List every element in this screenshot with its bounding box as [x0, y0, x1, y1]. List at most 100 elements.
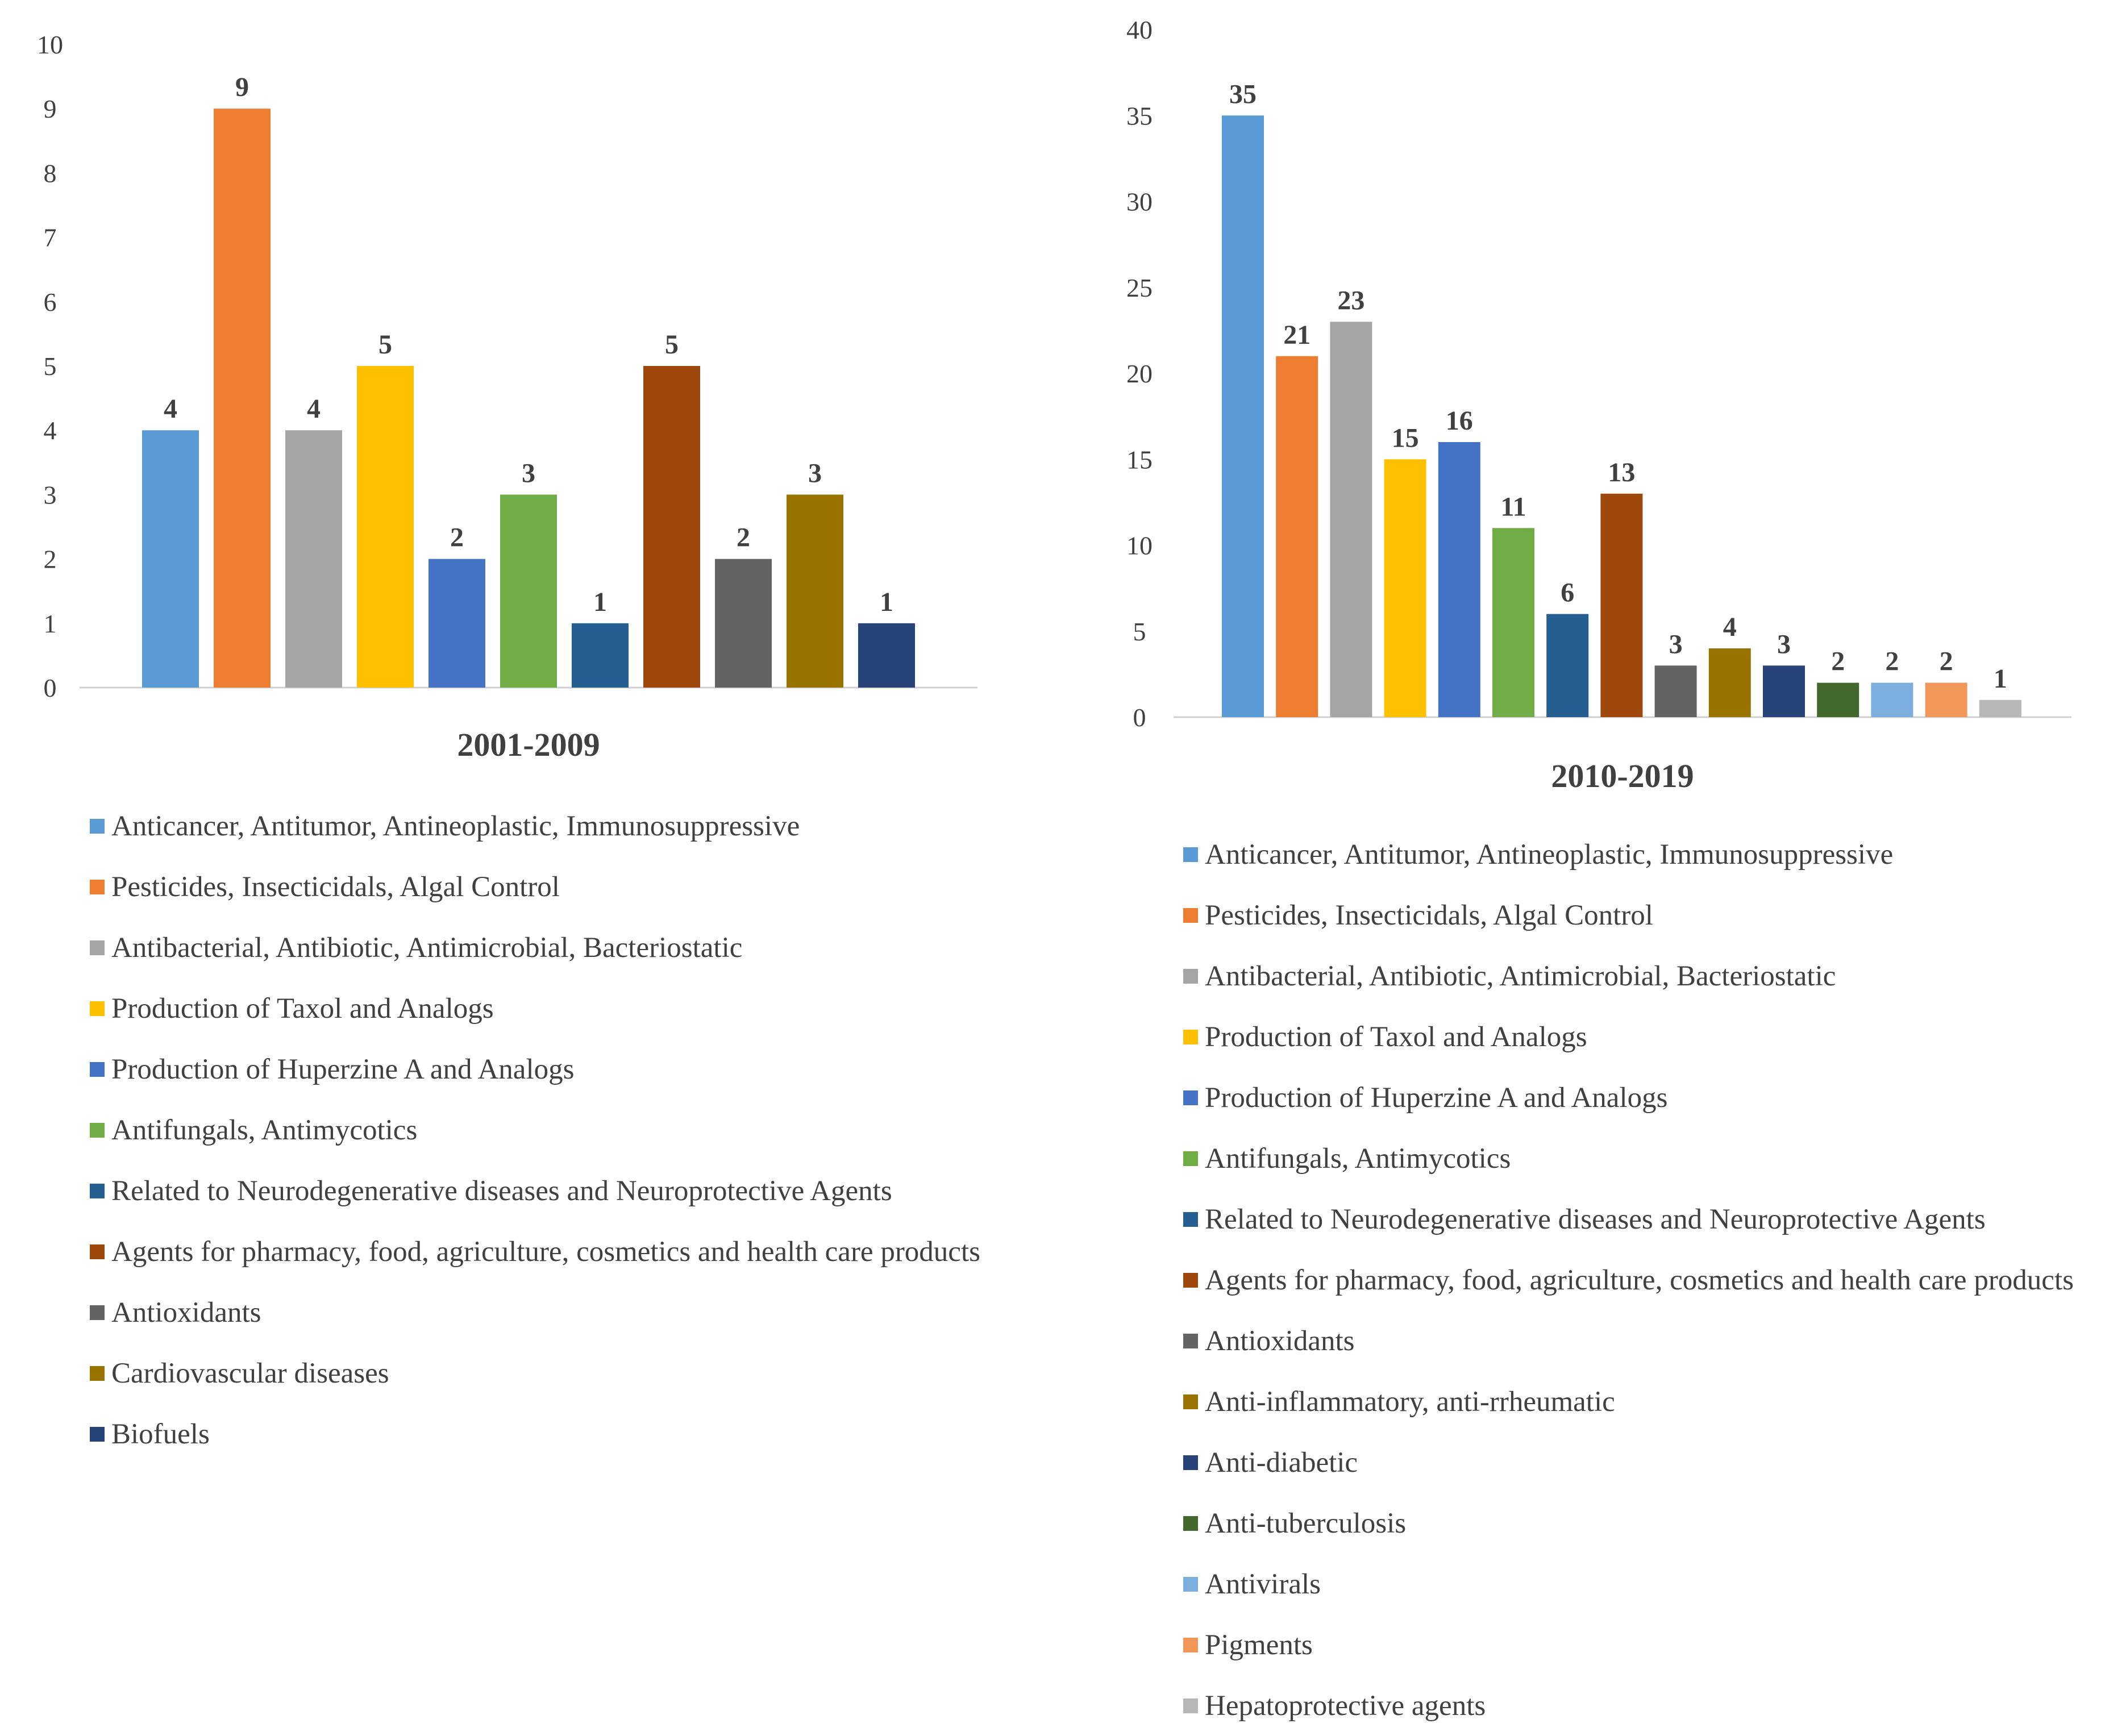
bar-antibacterial-antibiotic-antimicrobial-b	[285, 430, 342, 688]
legend-swatch	[1183, 847, 1198, 862]
legend-item: Production of Taxol and Analogs	[1183, 1006, 2074, 1067]
data-label: 4	[307, 394, 321, 424]
data-label: 3	[1669, 629, 1683, 659]
bar-antifungals-antimycotics	[500, 494, 557, 688]
data-label: 13	[1608, 457, 1635, 488]
data-label: 1	[880, 587, 893, 617]
y-tick-label: 9	[44, 94, 57, 123]
legend-swatch	[90, 1122, 105, 1138]
bar-production-of-taxol-and-analogs	[357, 366, 414, 688]
legend-item: Production of Taxol and Analogs	[90, 978, 980, 1039]
bar-hepatoprotective-agents	[1979, 700, 2021, 717]
data-label: 4	[164, 394, 177, 424]
bar-pigments	[1925, 682, 1967, 717]
y-tick-label: 0	[1133, 703, 1146, 732]
y-tick-label: 6	[44, 288, 57, 317]
legend-label: Production of Huperzine A and Analogs	[1205, 1081, 1668, 1114]
legend-item: Anti-inflammatory, anti-rrheumatic	[1183, 1371, 2074, 1432]
bar-anti-inflammatory-anti-rrheumatic	[1708, 648, 1751, 717]
y-tick-label: 15	[1126, 445, 1153, 474]
bar-anticancer-antitumor-antineoplastic-immu	[1222, 115, 1264, 717]
data-label: 5	[665, 330, 679, 360]
legend-item: Anti-diabetic	[1183, 1432, 2074, 1493]
legend-label: Production of Huperzine A and Analogs	[111, 1053, 575, 1085]
legend-label: Antifungals, Antimycotics	[1205, 1142, 1511, 1175]
legend-label: Related to Neurodegenerative diseases an…	[1205, 1203, 1986, 1235]
legend-swatch	[1183, 1090, 1198, 1105]
y-tick-label: 2	[44, 545, 57, 574]
legend-item: Hepatoprotective agents	[1183, 1675, 2074, 1736]
legend-label: Antioxidants	[111, 1296, 261, 1329]
y-tick-label: 0	[44, 673, 57, 702]
y-tick-label: 8	[44, 159, 57, 188]
legend-swatch	[90, 1366, 105, 1381]
legend-label: Anti-diabetic	[1205, 1446, 1358, 1479]
legend-label: Cardiovascular diseases	[111, 1357, 389, 1389]
bar-antioxidants	[1654, 665, 1697, 717]
legend-swatch	[1183, 907, 1198, 923]
bar-pesticides-insecticidals-algal-control	[214, 109, 271, 688]
legend-swatch	[90, 1061, 105, 1077]
data-label: 4	[1723, 612, 1737, 642]
bar-cardiovascular-diseases	[787, 494, 843, 688]
legend-2010-2019: Anticancer, Antitumor, Antineoplastic, I…	[1183, 824, 2074, 1736]
legend-swatch	[1183, 1698, 1198, 1713]
bar-agents-for-pharmacy-food-agriculture-cos	[1600, 493, 1643, 717]
legend-item: Antioxidants	[1183, 1310, 2074, 1371]
legend-swatch	[1183, 1151, 1198, 1166]
legend-swatch	[1183, 1029, 1198, 1044]
legend-label: Pesticides, Insecticidals, Algal Control	[1205, 899, 1653, 931]
legend-label: Biofuels	[111, 1418, 210, 1450]
legend-swatch	[90, 1001, 105, 1016]
data-label: 2	[737, 523, 750, 553]
y-tick-label: 5	[44, 352, 57, 381]
y-tick-label: 30	[1126, 188, 1153, 217]
legend-item: Antibacterial, Antibiotic, Antimicrobial…	[1183, 946, 2074, 1006]
legend-label: Anticancer, Antitumor, Antineoplastic, I…	[111, 810, 800, 842]
legend-swatch	[1183, 1212, 1198, 1227]
bar-antifungals-antimycotics	[1492, 528, 1534, 717]
data-label: 2	[1885, 647, 1899, 677]
legend-label: Hepatoprotective agents	[1205, 1689, 1486, 1722]
data-label: 15	[1392, 423, 1419, 453]
bar-antioxidants	[715, 559, 772, 688]
legend-item: Production of Huperzine A and Analogs	[1183, 1067, 2074, 1128]
legend-swatch	[90, 1244, 105, 1259]
legend-label: Agents for pharmacy, food, agriculture, …	[1205, 1264, 2074, 1296]
legend-swatch	[1183, 968, 1198, 984]
data-label: 11	[1500, 492, 1526, 522]
legend-label: Production of Taxol and Analogs	[111, 992, 494, 1025]
legend-item: Cardiovascular diseases	[90, 1343, 980, 1404]
legend-item: Pesticides, Insecticidals, Algal Control	[90, 856, 980, 917]
bar-production-of-taxol-and-analogs	[1384, 459, 1426, 717]
legend-item: Related to Neurodegenerative diseases an…	[90, 1160, 980, 1221]
legend-item: Biofuels	[90, 1404, 980, 1464]
legend-swatch	[1183, 1455, 1198, 1470]
legend-label: Agents for pharmacy, food, agriculture, …	[111, 1235, 980, 1268]
bar-pesticides-insecticidals-algal-control	[1276, 356, 1318, 717]
legend-label: Antioxidants	[1205, 1325, 1355, 1357]
legend-swatch	[90, 879, 105, 894]
legend-item: Pigments	[1183, 1614, 2074, 1675]
legend-item: Anticancer, Antitumor, Antineoplastic, I…	[90, 796, 980, 856]
bar-related-to-neurodegenerative-diseases-an	[1546, 614, 1589, 717]
legend-item: Anti-tuberculosis	[1183, 1493, 2074, 1554]
y-tick-label: 25	[1126, 273, 1153, 302]
legend-label: Antibacterial, Antibiotic, Antimicrobial…	[1205, 960, 1836, 992]
bar-anti-tuberculosis	[1817, 682, 1859, 717]
legend-swatch	[1183, 1272, 1198, 1288]
legend-swatch	[90, 1426, 105, 1442]
legend-label: Related to Neurodegenerative diseases an…	[111, 1175, 892, 1207]
bar-agents-for-pharmacy-food-agriculture-cos	[643, 366, 700, 688]
legend-item: Agents for pharmacy, food, agriculture, …	[90, 1221, 980, 1282]
bar-antibacterial-antibiotic-antimicrobial-b	[1330, 322, 1372, 717]
data-label: 2	[450, 523, 464, 553]
legend-swatch	[1183, 1394, 1198, 1409]
chart-title: 2010-2019	[1551, 757, 1694, 794]
data-label: 16	[1446, 406, 1473, 436]
bar-biofuels	[858, 623, 915, 688]
chart-title: 2001-2009	[457, 726, 600, 763]
legend-swatch	[1183, 1637, 1198, 1652]
bar-anticancer-antitumor-antineoplastic-immu	[142, 430, 199, 688]
data-label: 2	[1831, 647, 1845, 677]
